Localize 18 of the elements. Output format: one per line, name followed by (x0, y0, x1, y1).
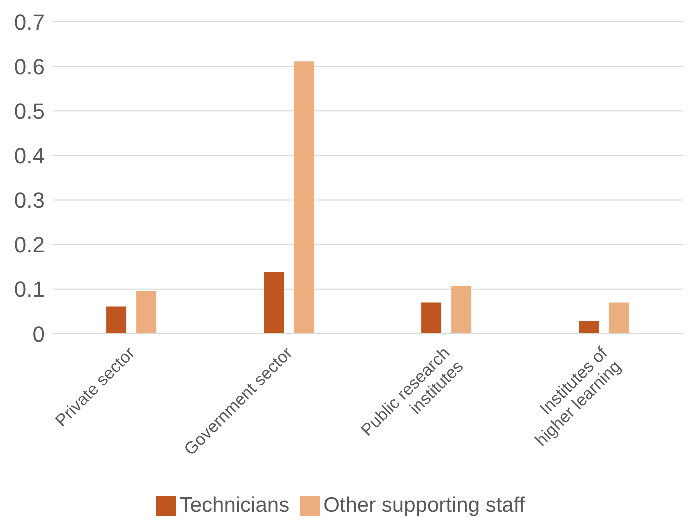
bar (452, 286, 472, 334)
bar (294, 62, 314, 334)
bar (609, 302, 630, 334)
y-tick-label: 0.5 (14, 98, 45, 124)
bar (579, 322, 600, 334)
y-tick-label: 0.2 (14, 232, 45, 258)
y-tick-label: 0.3 (14, 188, 45, 214)
bar (106, 306, 127, 334)
legend-label: Technicians (180, 494, 290, 517)
legend-label: Other supporting staff (324, 494, 526, 517)
y-tick-label: 0.4 (14, 144, 45, 169)
bar (422, 302, 442, 334)
y-tick-label: 0.1 (14, 277, 45, 302)
y-tick-label: 0 (32, 322, 45, 347)
bar (264, 272, 284, 334)
y-tick-label: 0.7 (14, 10, 45, 35)
y-tick-label: 0.6 (14, 54, 45, 80)
bar (136, 291, 157, 334)
